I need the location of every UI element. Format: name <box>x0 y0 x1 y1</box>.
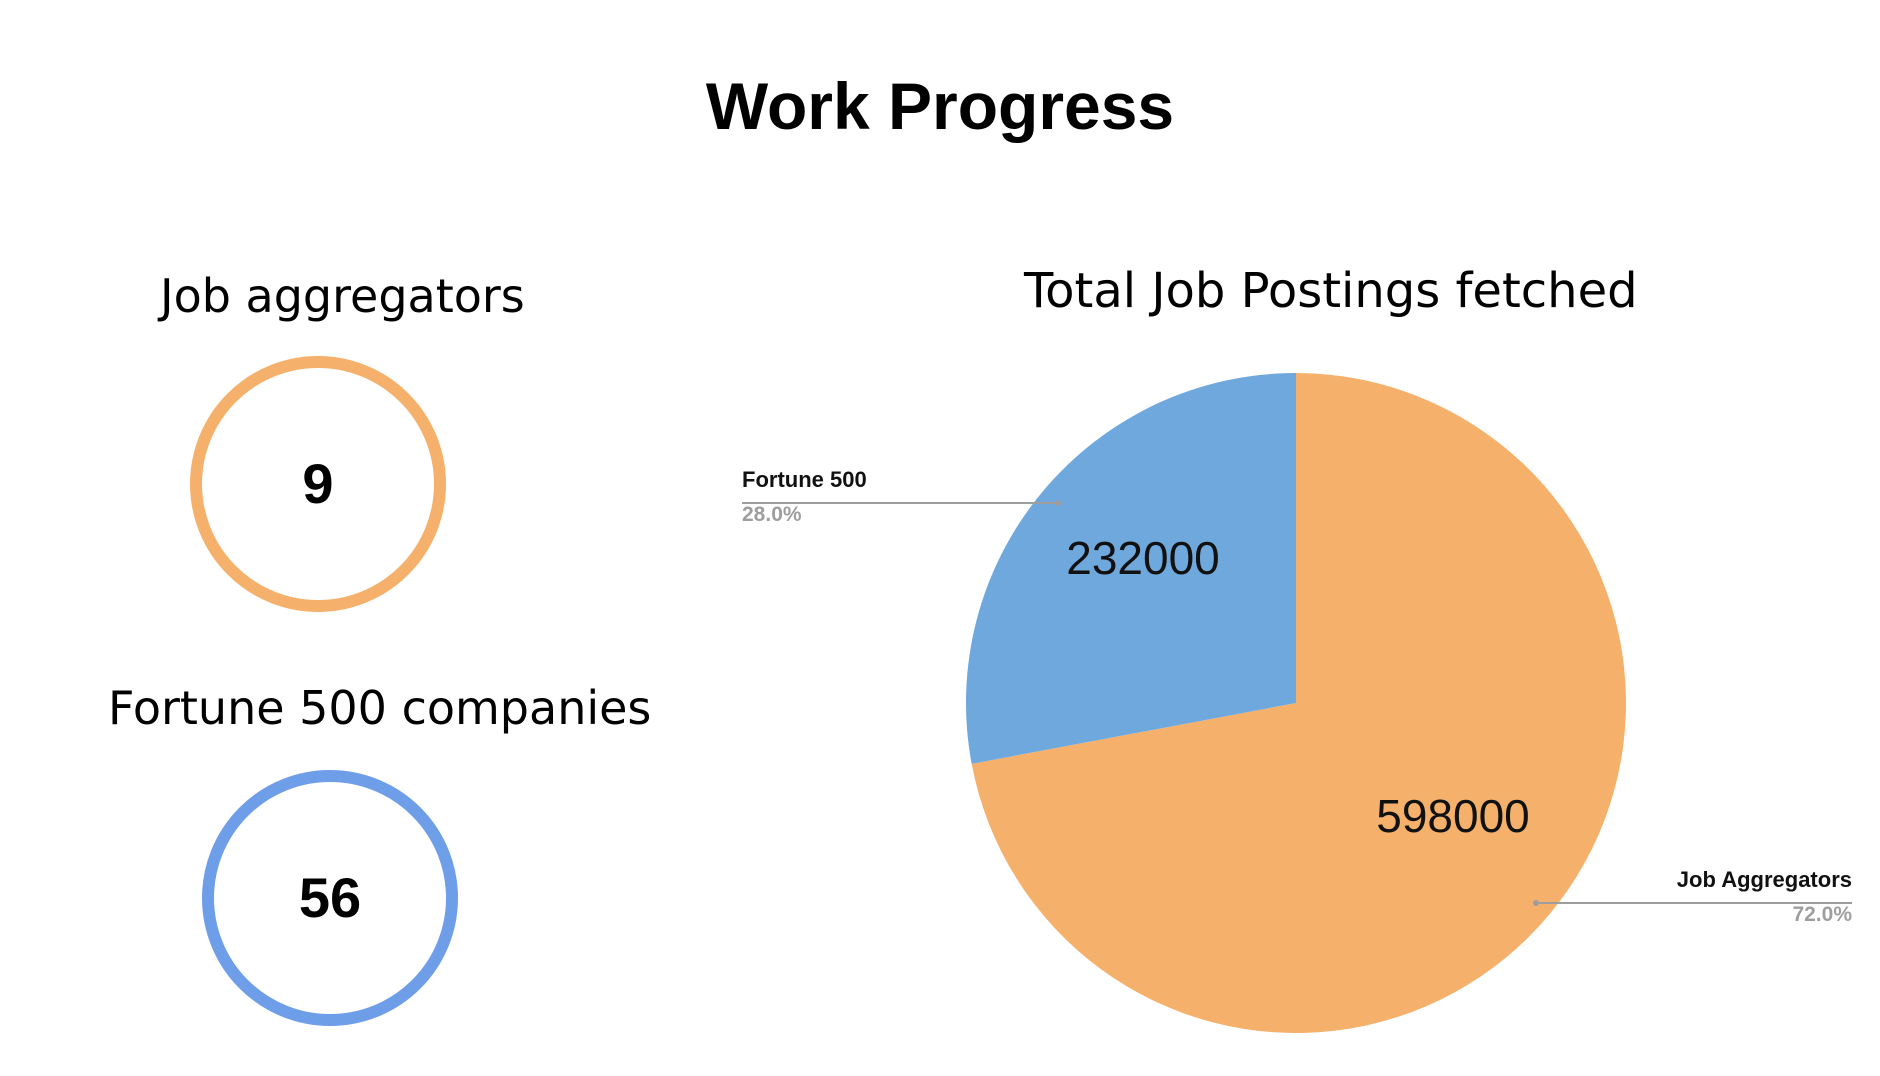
slice-value-fortune-500: 232000 <box>1066 532 1220 584</box>
pie-slice-fortune-500 <box>966 373 1296 764</box>
leader-dot-fortune-500 <box>1055 500 1061 506</box>
leader-dot-job-aggregators <box>1533 900 1539 906</box>
slice-label-job-aggregators: Job Aggregators <box>1677 867 1852 892</box>
fortune-500-companies-label: Fortune 500 companies <box>108 681 652 735</box>
slice-percent-fortune-500: 28.0% <box>742 503 802 526</box>
page-title: Work Progress <box>705 69 1175 143</box>
pie-slice-job-aggregators <box>971 373 1626 1033</box>
slice-percent-job-aggregators: 72.0% <box>1792 903 1852 926</box>
slice-label-fortune-500: Fortune 500 <box>742 467 867 492</box>
pie-chart-title: Total Job Postings fetched <box>1024 263 1638 319</box>
job-aggregators-count: 9 <box>302 452 334 515</box>
fortune-500-companies-count: 56 <box>298 866 362 929</box>
slice-value-job-aggregators: 598000 <box>1376 790 1530 842</box>
job-aggregators-label: Job aggregators <box>160 269 525 323</box>
